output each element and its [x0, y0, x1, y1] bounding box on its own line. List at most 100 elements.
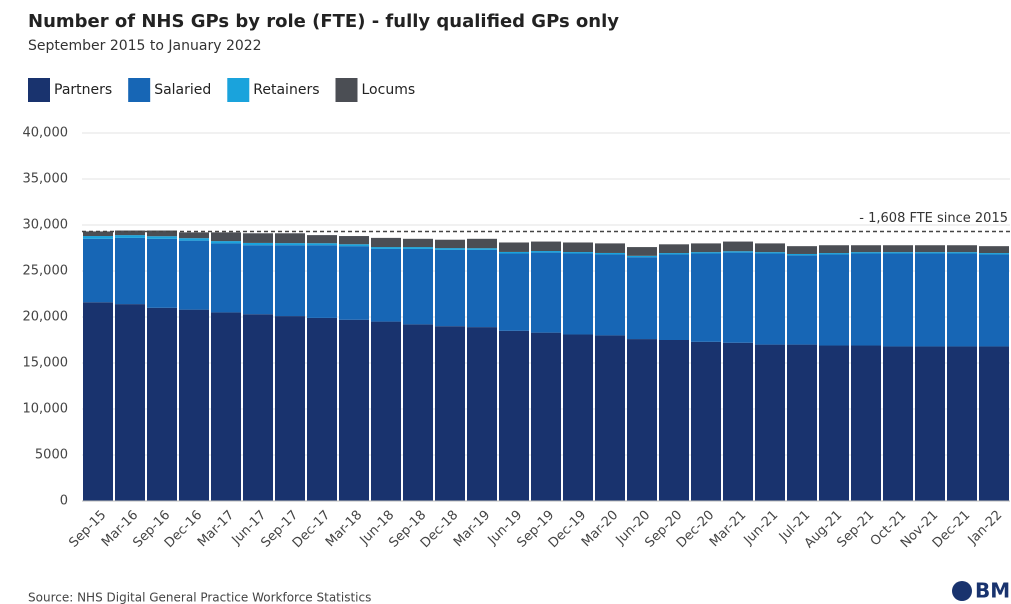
bar-segment — [883, 253, 913, 347]
bar-segment — [915, 252, 945, 254]
bar-segment — [787, 344, 817, 501]
bar-segment — [627, 257, 657, 340]
bar-segment — [563, 242, 593, 253]
bar-segment — [819, 245, 849, 254]
bar-segment — [723, 241, 753, 252]
bar-segment — [819, 345, 849, 501]
legend-label: Retainers — [253, 82, 319, 98]
bar-segment — [467, 248, 497, 250]
bar-segment — [563, 252, 593, 254]
bar-segment — [83, 236, 113, 239]
legend-swatch — [335, 78, 358, 102]
bar-segment — [243, 242, 273, 246]
bar-segment — [979, 346, 1009, 501]
bar-segment — [467, 327, 497, 501]
y-tick-label: 40,000 — [23, 126, 69, 141]
bar-segment — [179, 240, 209, 310]
annotation: - 1,608 FTE since 2015 — [859, 211, 1008, 226]
bar-segment — [947, 253, 977, 347]
bar-segment — [499, 242, 529, 252]
x-tick-label: Jun-21 — [741, 508, 782, 549]
bar-segment — [275, 243, 305, 246]
bar-segment — [147, 307, 177, 501]
bar-segment — [499, 251, 529, 254]
bar-segment — [851, 253, 881, 346]
x-tick-label: Mar-19 — [451, 508, 493, 550]
bar-segment — [659, 253, 689, 255]
bar-segment — [947, 346, 977, 501]
y-tick-label: 25,000 — [23, 264, 69, 279]
bar-segment — [435, 249, 465, 327]
y-tick-label: 15,000 — [23, 356, 69, 371]
bar-segment — [339, 319, 369, 501]
bar-segment — [659, 244, 689, 254]
bar-segment — [147, 230, 177, 237]
bar-segment — [307, 317, 337, 501]
bar-segment — [403, 238, 433, 248]
bar-segment — [115, 230, 145, 236]
bar-segment — [595, 243, 625, 253]
bar-segment — [147, 238, 177, 308]
bar-segment — [627, 339, 657, 501]
bar-segment — [883, 252, 913, 254]
bar-segment — [83, 231, 113, 237]
legend-label: Salaried — [154, 82, 211, 98]
bar-segment — [979, 253, 1009, 255]
bar-segment — [147, 236, 177, 239]
bar-segment — [915, 253, 945, 347]
bar-segment — [211, 243, 241, 313]
bar-segment — [691, 243, 721, 253]
y-tick-label: 30,000 — [23, 218, 69, 233]
bar-segment — [531, 252, 561, 333]
bar-segment — [819, 254, 849, 346]
bar-segment — [179, 232, 209, 239]
bar-segment — [915, 346, 945, 501]
bar-segment — [755, 252, 785, 254]
logo: BM — [975, 579, 1010, 603]
y-tick-label: 35,000 — [23, 172, 69, 187]
bar-segment — [467, 238, 497, 249]
bar-segment — [723, 251, 753, 253]
y-tick-label: 5000 — [35, 448, 68, 463]
bar-segment — [851, 252, 881, 254]
bar-segment — [851, 345, 881, 501]
bar-segment — [307, 235, 337, 244]
bar-segment — [883, 346, 913, 501]
bar-segment — [595, 252, 625, 255]
bar-segment — [691, 252, 721, 254]
bar-segment — [211, 241, 241, 244]
bar-segment — [179, 238, 209, 241]
bar-segment — [787, 253, 817, 256]
bar-segment — [179, 309, 209, 501]
chart-subtitle: September 2015 to January 2022 — [28, 38, 262, 54]
bar-segment — [115, 304, 145, 501]
bar-segment — [371, 237, 401, 248]
bar-segment — [275, 233, 305, 244]
bar-segment — [115, 237, 145, 305]
bar-segment — [275, 316, 305, 501]
bar-segment — [467, 249, 497, 328]
bar-segment — [435, 248, 465, 250]
bar-segment — [595, 254, 625, 336]
bar-segment — [243, 314, 273, 501]
bar-segment — [83, 238, 113, 303]
bar-segment — [371, 247, 401, 249]
bar-segment — [403, 247, 433, 249]
bar-segment — [947, 245, 977, 253]
bar-segment — [915, 245, 945, 253]
legend-swatch — [128, 78, 151, 102]
bar-segment — [563, 253, 593, 335]
bar-segment — [787, 255, 817, 345]
bar-segment — [403, 248, 433, 325]
bar-segment — [339, 244, 369, 247]
logo-icon — [952, 581, 972, 601]
bar-segment — [691, 341, 721, 501]
bar-segment — [755, 243, 785, 253]
bar-segment — [115, 235, 145, 238]
bar-segment — [627, 247, 657, 256]
y-tick-label: 20,000 — [23, 310, 69, 325]
bar-segment — [435, 239, 465, 249]
x-tick-label: Mar-21 — [707, 508, 749, 550]
legend-swatch — [28, 78, 50, 102]
y-tick-label: 10,000 — [23, 402, 69, 417]
